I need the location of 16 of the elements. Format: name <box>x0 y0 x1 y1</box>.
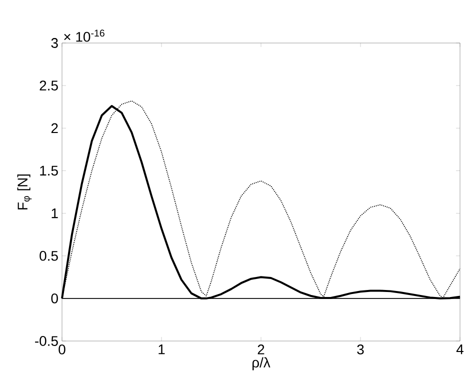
y-tick-label: 1 <box>52 208 58 218</box>
text: × 10$^{-16}$ <box>64 30 104 42</box>
x-axis-title: ρ/λ <box>252 357 270 370</box>
y-tick-label: 0.5 <box>40 250 58 261</box>
y-tick-label: 3 <box>51 38 58 48</box>
x-tick-label: 3 <box>357 344 364 354</box>
x-tick-label: 0 <box>58 344 66 354</box>
y-axis-title: F$_{φ}$ [N] <box>17 174 32 210</box>
x-tick-label: 1 <box>158 344 165 354</box>
x-tick-label: 4 <box>456 344 464 354</box>
y-tick-label: 1.5 <box>40 166 58 176</box>
y-tick-label: 0 <box>51 293 58 304</box>
y-tick-label: -0.5 <box>35 336 58 346</box>
y-tick-label: 2 <box>51 123 58 134</box>
y-tick-label: 2.5 <box>40 80 58 91</box>
x-tick-label: 2 <box>258 344 264 354</box>
